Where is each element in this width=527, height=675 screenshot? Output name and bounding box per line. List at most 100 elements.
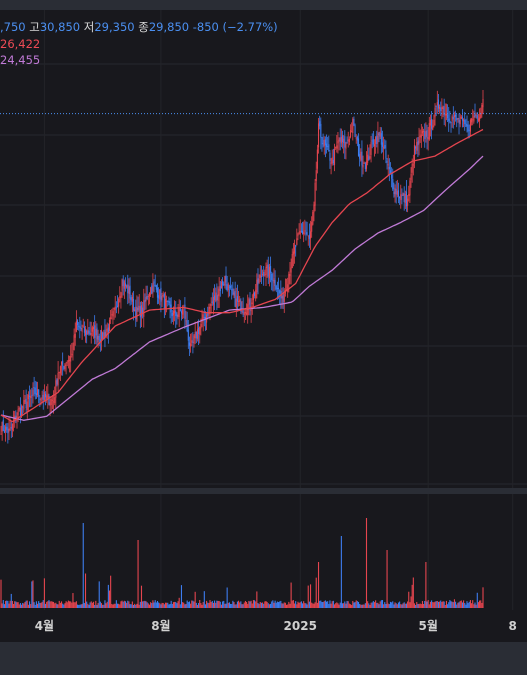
volume-bar — [468, 601, 470, 608]
volume-bar — [126, 602, 128, 608]
candle-body — [376, 135, 378, 144]
candle-body — [70, 356, 72, 362]
volume-bar — [372, 601, 374, 608]
time-axis-bg[interactable] — [0, 610, 527, 642]
volume-bar — [360, 604, 362, 608]
volume-bar — [158, 602, 160, 608]
candle-body — [51, 399, 53, 401]
volume-bar — [447, 604, 449, 608]
candle-body — [479, 117, 481, 121]
candle-body — [466, 124, 468, 126]
high-value: 30,850 — [39, 20, 81, 34]
candle-body — [38, 389, 40, 397]
volume-bar — [371, 602, 373, 608]
candle-body — [428, 123, 430, 140]
volume-bar — [138, 604, 140, 608]
volume-bar — [319, 600, 321, 608]
candle-body — [343, 138, 345, 144]
candle-body — [230, 285, 232, 288]
volume-bar — [143, 601, 145, 608]
volume-bar — [290, 582, 292, 608]
volume-bar — [168, 604, 170, 608]
candle-body — [130, 297, 132, 301]
candle-body — [370, 142, 372, 155]
candle-body — [140, 305, 143, 317]
volume-bar — [187, 602, 189, 608]
volume-bar — [97, 603, 99, 608]
candle-body — [279, 290, 281, 294]
candle-body — [227, 284, 229, 290]
volume-bar — [355, 600, 357, 608]
candle-body — [388, 166, 390, 170]
candle-body — [246, 312, 248, 315]
volume-bar — [112, 604, 114, 608]
volume-bar — [105, 603, 107, 608]
candle-body — [243, 312, 245, 315]
candle-body — [476, 115, 478, 119]
candle-body — [151, 285, 153, 294]
candle-body — [153, 281, 155, 284]
candle-body — [353, 119, 355, 126]
volume-bar — [86, 601, 88, 608]
volume-bar — [481, 602, 483, 608]
candle-body — [384, 144, 386, 149]
volume-bar — [441, 601, 443, 608]
candle-body — [11, 423, 13, 431]
open-value: ,750 — [0, 20, 26, 34]
candle-body — [356, 137, 358, 141]
candle-body — [118, 298, 120, 307]
volume-bar — [72, 593, 74, 608]
volume-bar — [236, 601, 238, 608]
gridlines — [0, 10, 527, 610]
volume-bar — [397, 602, 400, 608]
volume-bar — [219, 601, 221, 608]
volume-bar — [448, 602, 450, 608]
high-label: 고 — [29, 20, 40, 34]
volume-bar — [324, 600, 326, 608]
candle-body — [315, 170, 317, 181]
candle-body — [33, 387, 35, 389]
volume-bar — [156, 600, 159, 608]
candle-body — [134, 309, 136, 312]
volume-bar — [328, 603, 330, 608]
volume-bar — [396, 604, 398, 608]
volume-bar — [383, 604, 385, 608]
volume-bar — [102, 604, 104, 608]
candle-body — [346, 141, 348, 143]
volume-bar — [155, 602, 157, 608]
candle-body — [23, 400, 25, 410]
candle-body — [441, 106, 443, 110]
candle-body — [320, 123, 322, 138]
volume-bar — [17, 602, 19, 608]
volume-bar — [419, 603, 421, 608]
volume-bar — [313, 603, 315, 608]
candle-body — [369, 155, 371, 159]
volume-bar — [96, 604, 98, 608]
candle-body — [448, 118, 450, 122]
volume-bar — [312, 603, 314, 608]
volume-bar — [388, 604, 390, 608]
volume-bar — [52, 601, 55, 608]
volume-bar — [445, 600, 448, 608]
candle-body — [220, 281, 222, 289]
candle-body — [225, 275, 227, 283]
candle-body — [222, 280, 224, 286]
candle-body — [296, 238, 298, 245]
candle-body — [281, 295, 283, 299]
candle-body — [78, 325, 80, 327]
volume-bar — [243, 602, 245, 608]
volume-bar — [298, 602, 300, 608]
candle-body — [321, 136, 323, 145]
volume-bar — [172, 602, 175, 608]
volume-bar — [104, 600, 106, 608]
volume-bar — [299, 602, 301, 608]
candle-body — [295, 245, 297, 248]
candle-body — [43, 391, 45, 401]
volume-bar — [107, 584, 109, 608]
volume-bar — [26, 600, 28, 608]
volume-bar — [74, 602, 76, 608]
volume-bar — [43, 578, 45, 608]
volume-bar — [316, 602, 318, 608]
